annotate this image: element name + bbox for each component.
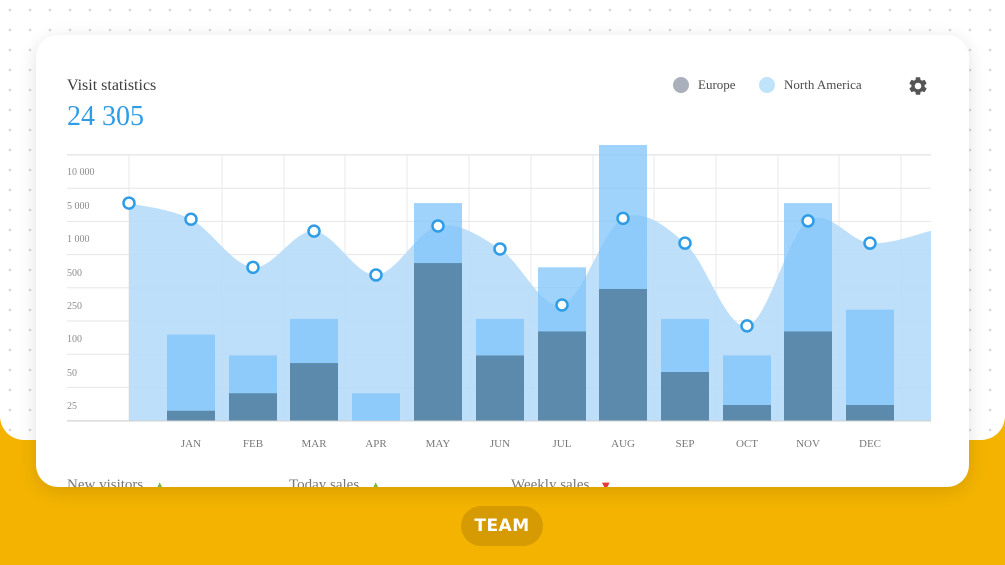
- total-visits: 24 305: [67, 101, 144, 132]
- team-badge[interactable]: TEAM: [461, 506, 543, 546]
- x-tick-label: MAR: [301, 438, 327, 450]
- x-tick-label: JUN: [490, 438, 510, 450]
- data-point: [307, 224, 321, 238]
- bar-europe: [599, 288, 647, 421]
- bottom-stats: New visitors ▲ Today sales ▲ Weekly sale…: [36, 477, 969, 487]
- stat-new-visitors: New visitors ▲: [67, 477, 166, 487]
- x-tick-label: FEB: [243, 438, 263, 450]
- bar-europe: [167, 410, 215, 421]
- europe-swatch: [673, 77, 689, 93]
- bar-europe: [661, 372, 709, 421]
- bar-europe: [538, 331, 586, 421]
- x-tick-label: OCT: [736, 438, 758, 450]
- data-point: [863, 236, 877, 250]
- bar-europe: [846, 405, 894, 421]
- x-tick-label: APR: [365, 438, 387, 450]
- stat-today-sales: Today sales ▲: [289, 477, 382, 487]
- y-tick-label: 25: [67, 401, 77, 412]
- y-tick-label: 5 000: [67, 201, 90, 212]
- bar-europe: [290, 363, 338, 421]
- bar-europe: [229, 393, 277, 421]
- stat-weekly-sales: Weekly sales ▼: [511, 477, 612, 487]
- data-point: [801, 214, 815, 228]
- y-tick-label: 50: [67, 368, 77, 379]
- data-point: [740, 319, 754, 333]
- data-point: [678, 236, 692, 250]
- x-tick-label: JAN: [181, 438, 201, 450]
- x-tick-label: JUL: [553, 438, 572, 450]
- visit-chart: 25 50 100 250 500 1 000 5 000 10 000 JAN FEB MAR AP…: [67, 144, 931, 450]
- y-tick-label: 1 000: [67, 234, 90, 245]
- bar-europe: [723, 405, 771, 421]
- y-tick-label: 10 000: [67, 167, 95, 178]
- x-tick-label: SEP: [676, 438, 695, 450]
- card-title: Visit statistics: [67, 77, 157, 94]
- y-tick-label: 250: [67, 301, 82, 312]
- y-tick-label: 100: [67, 334, 82, 345]
- stat-label: Weekly sales: [511, 477, 590, 487]
- data-point: [184, 212, 198, 226]
- legend-label-europe: Europe: [698, 77, 736, 92]
- x-tick-label: NOV: [796, 438, 820, 450]
- legend-item-north-america[interactable]: North America: [759, 77, 862, 93]
- bar-north-america: [352, 393, 400, 421]
- bar-europe: [784, 331, 832, 421]
- data-point: [431, 219, 445, 233]
- visit-statistics-card: Visit statistics 24 305 Europe North Ame…: [36, 35, 969, 487]
- arrow-up-icon: ▲: [369, 477, 383, 488]
- x-tick-label: AUG: [611, 438, 635, 450]
- legend-item-europe[interactable]: Europe: [673, 77, 736, 93]
- bar-north-america: [846, 309, 894, 421]
- bar-north-america: [167, 334, 215, 421]
- data-point: [246, 260, 260, 275]
- data-point: [555, 298, 569, 312]
- bar-europe: [414, 263, 462, 421]
- data-point: [616, 211, 630, 226]
- data-point: [122, 196, 136, 210]
- stat-label: New visitors: [67, 477, 144, 487]
- stat-label: Today sales: [289, 477, 360, 487]
- arrow-down-icon: ▼: [599, 477, 613, 488]
- gear-icon[interactable]: [907, 75, 929, 97]
- y-tick-label: 500: [67, 268, 82, 279]
- data-point: [493, 242, 507, 256]
- bar-europe: [476, 355, 524, 421]
- data-point: [369, 268, 383, 282]
- legend-label-north-america: North America: [784, 77, 862, 92]
- x-tick-label: DEC: [859, 438, 881, 450]
- arrow-up-icon: ▲: [153, 477, 167, 488]
- x-tick-label: MAY: [426, 438, 451, 450]
- north-america-swatch: [759, 77, 775, 93]
